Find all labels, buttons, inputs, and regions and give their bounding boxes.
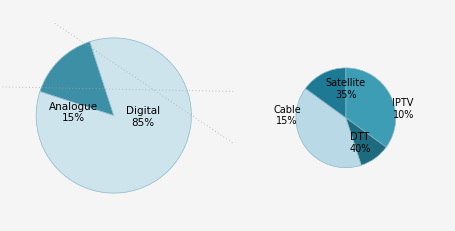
Wedge shape	[296, 88, 361, 168]
Text: DTT
40%: DTT 40%	[349, 132, 370, 154]
Wedge shape	[36, 38, 192, 193]
Wedge shape	[305, 68, 346, 118]
Wedge shape	[346, 118, 386, 165]
Text: Cable
15%: Cable 15%	[273, 104, 301, 126]
Text: Satellite
35%: Satellite 35%	[326, 78, 366, 100]
Text: IPTV
10%: IPTV 10%	[393, 98, 414, 120]
Text: Analogue
15%: Analogue 15%	[49, 102, 98, 123]
Wedge shape	[40, 42, 114, 116]
Text: Digital
85%: Digital 85%	[126, 106, 160, 128]
Wedge shape	[346, 68, 396, 147]
